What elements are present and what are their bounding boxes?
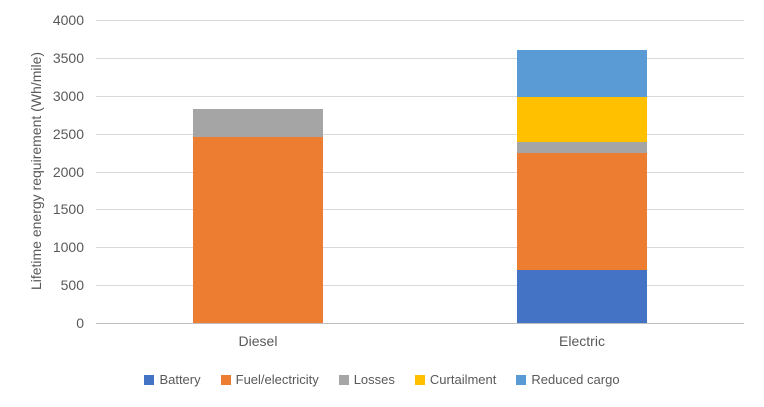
legend-label: Reduced cargo [531, 372, 620, 387]
x-axis-labels: Diesel Electric [96, 333, 744, 353]
gridline [96, 95, 744, 97]
y-tick-label: 3500 [52, 49, 84, 66]
legend-label: Fuel/electricity [235, 372, 319, 387]
y-tick-label: 4000 [52, 12, 84, 28]
legend-item: Battery [144, 372, 201, 387]
bar-segment-battery [517, 269, 647, 323]
gridline [96, 133, 744, 135]
bar-segment-losses [193, 108, 323, 138]
gridline [96, 20, 744, 21]
legend-swatch-icon [220, 374, 231, 385]
gridline [96, 209, 744, 211]
y-tick-labels: 0 500 1000 1500 2000 2500 3000 3500 4000 [0, 12, 86, 331]
gridline [96, 171, 744, 173]
legend-swatch-icon [516, 374, 527, 385]
y-tick-label: 3000 [52, 87, 84, 104]
y-tick-label: 1000 [52, 239, 84, 256]
bar-segment-reduced-cargo [517, 50, 647, 97]
bar-segment-losses [517, 141, 647, 154]
legend-item: Losses [338, 372, 395, 387]
y-tick-label: 500 [60, 277, 84, 294]
legend-label: Curtailment [429, 372, 497, 387]
gridline [96, 285, 744, 287]
gridline [96, 247, 744, 249]
plot-area [96, 20, 744, 324]
y-tick-label: 2000 [52, 163, 84, 180]
bar-segment-fuel-electricity [193, 137, 323, 323]
legend-item: Curtailment [414, 372, 497, 387]
legend-label: Losses [353, 372, 395, 387]
legend: Battery Fuel/electricity Losses Curtailment… [0, 372, 764, 387]
legend-swatch-icon [338, 374, 349, 385]
legend-item: Reduced cargo [516, 372, 620, 387]
bars [96, 20, 744, 323]
bar-segment-curtailment [517, 96, 647, 142]
y-tick-label: 1500 [52, 201, 84, 218]
legend-swatch-icon [144, 374, 155, 385]
legend-item: Fuel/electricity [220, 372, 319, 387]
y-tick-label: 0 [76, 315, 84, 331]
x-category-label: Diesel [238, 333, 278, 349]
x-category-label: Electric [559, 333, 605, 349]
bar-segment-fuel-electricity [517, 153, 647, 270]
y-tick-label: 2500 [52, 125, 84, 142]
legend-swatch-icon [414, 374, 425, 385]
gridline [96, 57, 744, 59]
x-axis-line [96, 323, 744, 324]
legend-label: Battery [159, 372, 201, 387]
